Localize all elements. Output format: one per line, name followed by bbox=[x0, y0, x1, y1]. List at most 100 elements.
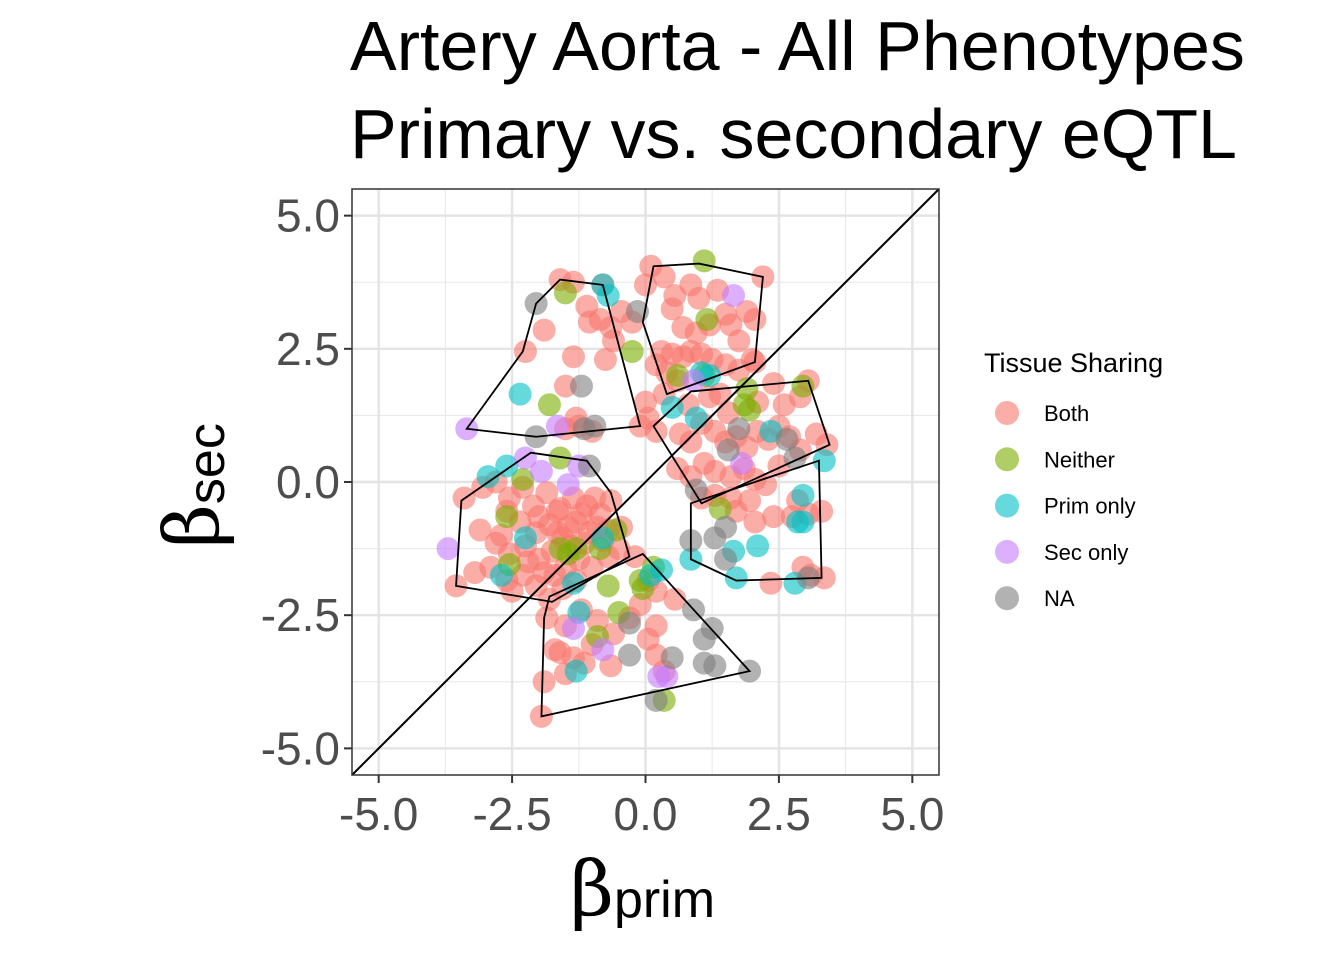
point-prim-only bbox=[495, 454, 519, 478]
legend-entries: Both Neither Prim only Sec only NA bbox=[995, 401, 1136, 611]
point-both bbox=[532, 670, 556, 694]
point-na bbox=[714, 547, 738, 571]
chart-title-line-2: Primary vs. secondary eQTL bbox=[350, 95, 1237, 173]
point-both bbox=[561, 345, 585, 369]
cluster-hulls bbox=[455, 262, 831, 718]
point-na bbox=[727, 417, 751, 441]
point-both bbox=[660, 297, 684, 321]
point-prim-only bbox=[561, 571, 585, 595]
point-neither bbox=[511, 467, 535, 491]
point-both bbox=[652, 265, 676, 289]
point-both bbox=[762, 505, 786, 529]
point-both bbox=[679, 430, 703, 454]
point-sec-only bbox=[647, 664, 671, 688]
legend-label-neither: Neither bbox=[1044, 447, 1115, 472]
point-na bbox=[703, 526, 727, 550]
point-prim-only bbox=[596, 284, 620, 308]
svg-text:βsec: βsec bbox=[147, 423, 236, 548]
cluster-hull bbox=[540, 552, 752, 718]
point-both bbox=[532, 318, 556, 342]
point-neither bbox=[495, 505, 519, 529]
point-neither bbox=[735, 377, 759, 401]
legend-key-both bbox=[995, 401, 1019, 425]
point-neither bbox=[553, 281, 577, 305]
point-prim-only bbox=[791, 510, 815, 534]
y-tick-label: -5.0 bbox=[261, 722, 340, 774]
cluster-hull bbox=[689, 459, 823, 582]
point-na bbox=[569, 374, 593, 398]
svg-text:βprim: βprim bbox=[570, 844, 715, 933]
cluster-hull bbox=[652, 379, 831, 505]
point-prim-only bbox=[513, 526, 537, 550]
point-neither bbox=[537, 393, 561, 417]
point-both bbox=[727, 329, 751, 353]
point-both bbox=[583, 486, 607, 510]
point-neither bbox=[695, 308, 719, 332]
legend-label-prim-only: Prim only bbox=[1044, 494, 1136, 519]
legend-key-prim-only bbox=[995, 493, 1019, 518]
point-both bbox=[759, 571, 783, 595]
point-na bbox=[660, 646, 684, 670]
point-neither bbox=[708, 497, 732, 521]
point-both bbox=[687, 286, 711, 310]
point-prim-only bbox=[564, 659, 588, 683]
point-prim-only bbox=[746, 534, 770, 558]
data-points bbox=[436, 249, 839, 728]
point-both bbox=[535, 481, 559, 505]
y-tick-label: 5.0 bbox=[276, 190, 340, 242]
point-na bbox=[775, 427, 799, 451]
point-both bbox=[754, 473, 778, 497]
y-tick-label: -2.5 bbox=[261, 589, 340, 641]
point-prim-only bbox=[650, 558, 674, 582]
point-prim-only bbox=[489, 563, 513, 587]
x-tick-label: 2.5 bbox=[747, 788, 811, 840]
point-neither bbox=[596, 574, 620, 598]
point-sec-only bbox=[529, 459, 553, 483]
point-neither bbox=[620, 339, 644, 363]
point-both bbox=[553, 374, 577, 398]
chart-title-line-1: Artery Aorta - All Phenotypes bbox=[350, 7, 1245, 85]
point-prim-only bbox=[508, 382, 532, 406]
point-both bbox=[468, 518, 492, 542]
point-na bbox=[583, 414, 607, 438]
point-prim-only bbox=[791, 483, 815, 507]
x-axis-label-subscript: prim bbox=[614, 871, 715, 929]
identity-reference-line bbox=[351, 188, 940, 776]
point-both bbox=[743, 308, 767, 332]
point-both bbox=[489, 523, 513, 547]
point-na bbox=[692, 627, 716, 651]
legend-key-sec-only bbox=[995, 539, 1019, 564]
point-both bbox=[516, 550, 540, 574]
cluster-hull bbox=[641, 262, 764, 396]
point-both bbox=[543, 563, 567, 587]
point-prim-only bbox=[724, 566, 748, 590]
point-neither bbox=[548, 446, 572, 470]
x-tick-label: 0.0 bbox=[614, 788, 678, 840]
point-na bbox=[692, 651, 716, 675]
legend-label-sec-only: Sec only bbox=[1044, 540, 1128, 565]
point-neither bbox=[548, 537, 572, 561]
point-prim-only bbox=[684, 406, 708, 430]
x-tick-label: 5.0 bbox=[880, 788, 944, 840]
point-neither bbox=[692, 249, 716, 273]
legend: Tissue Sharing Both Neither Prim only Sec o… bbox=[984, 348, 1163, 611]
legend-label-na: NA bbox=[1044, 586, 1075, 611]
point-both bbox=[743, 510, 767, 534]
point-neither bbox=[738, 398, 762, 422]
point-sec-only bbox=[591, 638, 615, 662]
legend-label-both: Both bbox=[1044, 401, 1089, 426]
point-sec-only bbox=[545, 414, 569, 438]
cluster-hull bbox=[455, 451, 631, 603]
point-both bbox=[810, 499, 834, 523]
y-axis-label-subscript: sec bbox=[178, 423, 236, 504]
point-sec-only bbox=[722, 284, 746, 308]
point-both bbox=[585, 609, 609, 633]
point-na bbox=[617, 611, 641, 635]
point-prim-only bbox=[591, 526, 615, 550]
point-na bbox=[644, 688, 668, 712]
legend-key-na bbox=[995, 586, 1019, 611]
y-axis-label-symbol: β bbox=[147, 504, 236, 548]
x-axis-label-symbol: β bbox=[570, 844, 614, 933]
point-both bbox=[548, 640, 572, 664]
